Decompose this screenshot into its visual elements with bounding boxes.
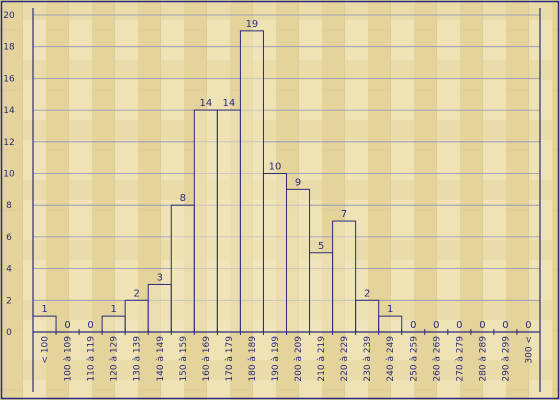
bar <box>309 252 334 333</box>
data-label: 5 <box>318 241 324 252</box>
x-tick-label: 290 à 299 <box>501 336 511 382</box>
bar <box>170 204 195 333</box>
x-tick-label: 300 < <box>524 336 534 364</box>
x-tick-label: 230 à 239 <box>363 336 373 382</box>
x-tick-label: 190 à 199 <box>271 336 281 382</box>
y-tick-label: 14 <box>3 106 15 116</box>
y-tick-label: 6 <box>6 233 12 243</box>
y-tick-label: 2 <box>6 296 12 306</box>
x-tick-label: 280 à 289 <box>478 336 488 382</box>
x-tick-label: < 100 <box>41 336 51 364</box>
bar <box>286 188 311 333</box>
data-label: 0 <box>87 320 93 331</box>
data-label: 1 <box>41 304 47 315</box>
x-tick-label: 240 à 249 <box>386 336 396 382</box>
y-tick-label: 16 <box>3 74 15 84</box>
data-label: 2 <box>134 288 140 299</box>
x-tick-label: 120 à 129 <box>110 336 120 382</box>
x-tick-label: 210 à 219 <box>317 336 327 382</box>
x-tick-label: 220 à 229 <box>340 336 350 382</box>
x-tick-label: 270 à 279 <box>455 336 465 382</box>
data-label: 0 <box>456 320 462 331</box>
bar <box>147 283 172 333</box>
x-tick-label: 100 à 109 <box>64 336 74 382</box>
bar <box>378 315 403 333</box>
bar <box>216 109 241 333</box>
bar <box>124 299 149 333</box>
data-label: 8 <box>180 193 186 204</box>
data-label: 0 <box>410 320 416 331</box>
data-label: 9 <box>295 177 301 188</box>
axes <box>32 8 541 392</box>
x-tick-label: 150 à 159 <box>179 336 189 382</box>
bars <box>32 30 403 333</box>
x-tick-label: 260 à 269 <box>432 336 442 382</box>
data-label: 0 <box>525 320 531 331</box>
y-tick-labels: 0 2 4 6 8 10 12 14 16 18 20 <box>3 11 15 338</box>
bar <box>239 30 264 333</box>
data-label: 14 <box>223 98 236 109</box>
y-tick-label: 10 <box>3 170 15 180</box>
data-label: 3 <box>157 272 163 283</box>
bar <box>32 315 57 333</box>
data-label: 2 <box>364 288 370 299</box>
data-label: 19 <box>246 19 259 30</box>
data-label: 0 <box>64 320 70 331</box>
x-tick-label: 180 à 189 <box>248 336 258 382</box>
y-tick-label: 12 <box>3 138 14 148</box>
y-tick-label: 4 <box>6 265 12 275</box>
data-label: 14 <box>199 98 212 109</box>
x-tick-label: 170 à 179 <box>225 336 235 382</box>
x-tick-label: 200 à 209 <box>294 336 304 382</box>
bar <box>101 315 126 333</box>
bar <box>355 299 380 333</box>
x-tick-labels: < 100 100 à 109 110 à 119 120 à 129 130 à 13… <box>41 336 535 382</box>
data-label: 7 <box>341 209 347 220</box>
x-tick-label: 110 à 119 <box>87 336 97 382</box>
bar <box>193 109 218 333</box>
y-tick-label: 18 <box>3 43 15 53</box>
data-label: 10 <box>269 162 282 173</box>
bar <box>332 220 357 333</box>
y-tick-label: 0 <box>6 328 12 338</box>
grid-lines <box>33 14 540 301</box>
data-label: 1 <box>387 304 393 315</box>
bar <box>262 173 288 333</box>
data-label: 0 <box>479 320 485 331</box>
data-label: 1 <box>110 304 116 315</box>
x-tick-label: 160 à 169 <box>202 336 212 382</box>
data-label: 0 <box>433 320 439 331</box>
data-label: 0 <box>502 320 508 331</box>
x-tick-label: 250 à 259 <box>409 336 419 382</box>
x-tick-label: 130 à 139 <box>133 336 143 382</box>
y-tick-label: 20 <box>3 11 15 21</box>
y-tick-label: 8 <box>6 201 12 211</box>
x-tick-label: 140 à 149 <box>156 336 166 382</box>
